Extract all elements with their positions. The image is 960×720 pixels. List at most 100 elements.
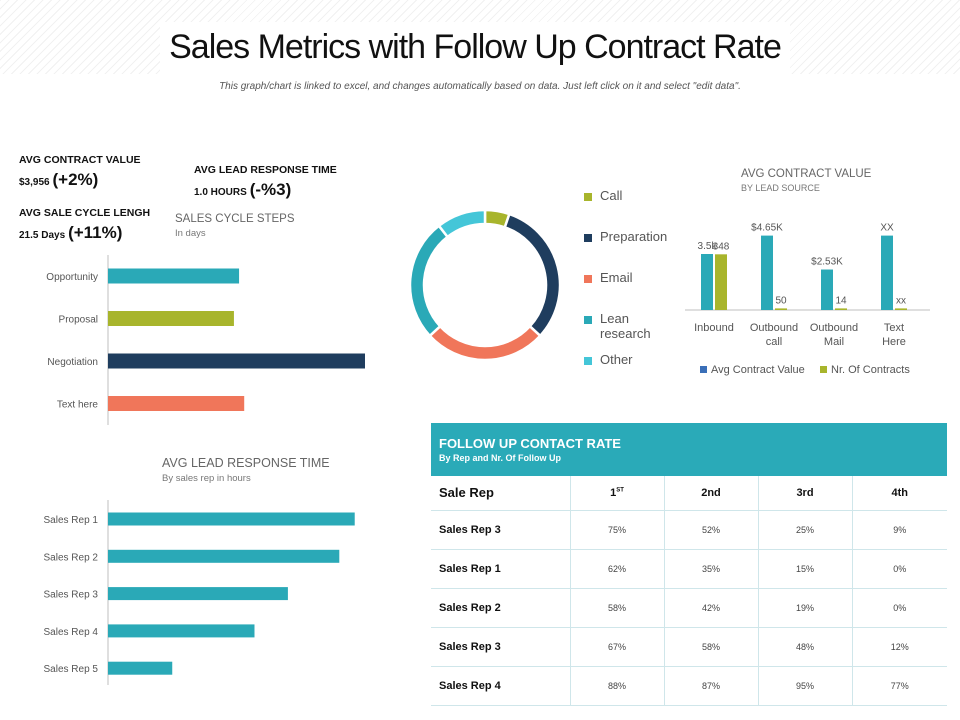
category-label: Here [882,336,906,348]
column-header: 4th [851,476,947,511]
sales-cycle-title: SALES CYCLE STEPS [175,213,295,225]
legend-label: Lean research [600,311,651,341]
contract-source-title: AVG CONTRACT VALUE [741,168,872,180]
data-label: 50 [775,295,787,306]
legend-item: Other [584,352,664,367]
legend-swatch [584,316,592,324]
category-label: Inbound [694,322,734,334]
category-label: Outbound [750,322,798,334]
data-label: $2.53K [811,257,843,268]
table-row: Sales Rep 2 58% 42% 19% 0% [431,588,947,628]
page-title: Sales Metrics with Follow Up Contract Ra… [169,28,782,66]
follow-up-header: FOLLOW UP CONTACT RATE By Rep and Nr. Of… [431,423,947,476]
donut-slice [428,324,542,362]
legend-swatch [584,193,592,201]
legend-label: Email [600,270,633,285]
rep-name-cell: Sales Rep 1 [431,549,570,589]
table-header-row: Sale Rep 1ST 2nd 3rd 4th [431,476,947,511]
category-label: Mail [824,336,844,348]
data-label: xx [896,295,906,306]
legend-item: Preparation [584,229,668,244]
follow-up-table: Sale Rep 1ST 2nd 3rd 4th Sales Rep 3 75% 5… [431,476,947,706]
follow-up-title: FOLLOW UP CONTACT RATE [439,436,621,451]
rate-cell: 75% [569,510,664,550]
column-header: 2nd [663,476,758,511]
lead-response-subtitle: By sales rep in hours [162,473,251,484]
category-label: Text [884,322,904,334]
rate-cell: 19% [757,588,852,628]
category-label: Opportunity [46,272,98,283]
bar [761,235,773,310]
bar [108,353,365,369]
data-label: 3.5k [698,241,718,252]
rate-cell: 12% [851,627,947,667]
kpi-change: (-%3) [249,180,292,199]
kpi-value: 1.0 HOURS [194,187,247,198]
legend-swatch [584,275,592,283]
legend-swatch [820,366,827,373]
donut-slice [408,224,450,338]
legend-label: Other [600,352,633,367]
legend-item: Call [584,188,664,203]
rate-cell: 35% [663,549,758,589]
bar [108,549,340,563]
table-row: Sales Rep 3 67% 58% 48% 12% [431,627,947,667]
rate-cell: 48% [757,627,852,667]
lead-response-chart: Sales Rep 1 Sales Rep 2 Sales Rep 3 Sales R… [44,500,355,685]
donut-slice [437,208,487,239]
rate-cell: 9% [851,510,947,550]
category-label: Sales Rep 2 [44,552,99,563]
bar [108,587,288,601]
rate-cell: 52% [663,510,758,550]
legend-swatch [700,366,707,373]
category-label: Sales Rep 4 [44,627,99,638]
category-label: Negotiation [47,357,98,368]
bar [108,311,234,326]
legend-label: Call [600,188,623,203]
bar [108,268,240,284]
table-row: Sales Rep 3 75% 52% 25% 9% [431,510,947,550]
legend-label: Avg Contract Value [711,364,805,376]
kpi-value-row: 21.5 Days (+11%) [19,223,150,243]
lead-response-title: AVG LEAD RESPONSE TIME [162,456,330,470]
rate-cell: 0% [851,588,947,628]
category-label: Sales Rep 1 [44,515,99,526]
kpi-change: (+2%) [52,170,99,189]
column-header: 3rd [757,476,852,511]
rep-name-cell: Sales Rep 4 [431,666,570,706]
category-label: Outbound [810,322,858,334]
rate-cell: 87% [663,666,758,706]
lead-mix-donut-chart [408,208,562,362]
rate-cell: 58% [569,588,664,628]
rate-cell: 25% [757,510,852,550]
kpi-avg-lead-response: AVG LEAD RESPONSE TIME 1.0 HOURS (-%3) [194,164,337,200]
rate-cell: 15% [757,549,852,589]
data-label: 348 [713,241,730,252]
title-box: Sales Metrics with Follow Up Contract Ra… [160,22,790,74]
column-header-sup: ST [616,487,624,494]
column-header: 1ST [569,476,664,511]
category-label: Proposal [59,315,98,326]
legend-label: Nr. Of Contracts [831,364,910,376]
bar [108,396,245,411]
column-header-text: 1 [610,486,617,499]
legend-label: Preparation [600,229,668,244]
category-label: Sales Rep 5 [44,664,99,675]
legend-item: Email [584,270,664,285]
category-label: Sales Rep 3 [44,590,99,601]
kpi-value: $3,956 [19,177,50,188]
legend-item: Lean research [584,311,664,341]
follow-up-subtitle: By Rep and Nr. Of Follow Up [439,453,562,463]
rate-cell: 77% [851,666,947,706]
legend-swatch [584,234,592,242]
column-header: Sale Rep [431,476,570,511]
rate-cell: 42% [663,588,758,628]
kpi-label: AVG LEAD RESPONSE TIME [194,164,337,176]
rate-cell: 88% [569,666,664,706]
rate-cell: 95% [757,666,852,706]
data-label: XX [880,223,894,234]
bar [715,254,727,310]
rep-name-cell: Sales Rep 3 [431,627,570,667]
data-label: $4.65K [751,223,783,234]
